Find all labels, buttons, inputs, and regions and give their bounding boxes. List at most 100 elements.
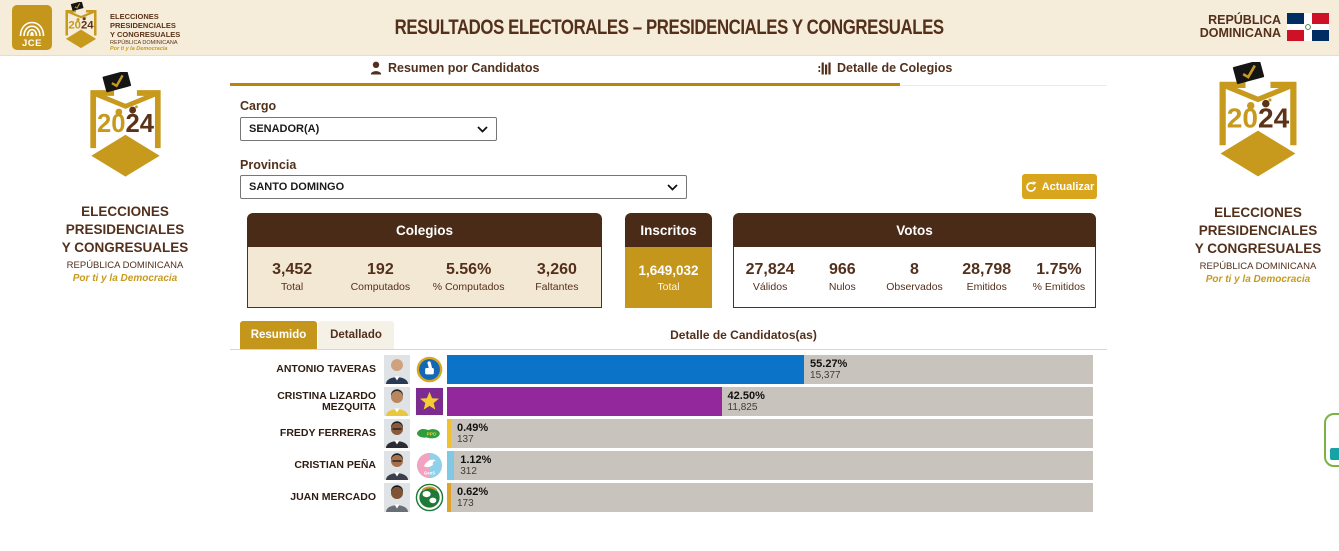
brand-line-2: PRESIDENCIALES xyxy=(110,21,176,30)
provincia-selected-value: SANTO DOMINGO xyxy=(249,181,345,193)
cargo-label: Cargo xyxy=(240,99,277,113)
tab-label: Detalle de Colegios xyxy=(837,61,953,75)
inscritos-panel-body: 1,649,032 Total xyxy=(625,247,712,308)
vote-count: 15,377 xyxy=(810,369,841,381)
candidate-photo xyxy=(384,419,410,448)
brand-country: REPÚBLICA DOMINICANA xyxy=(110,40,178,46)
vote-bar xyxy=(447,355,805,384)
inscritos-total-value: 1,649,032 xyxy=(638,262,699,278)
tab-resumido[interactable]: Resumido xyxy=(240,321,317,349)
inscritos-panel: Inscritos 1,649,032 Total xyxy=(625,213,712,308)
stat-colegios-faltantes: 3,260 Faltantes xyxy=(535,261,579,293)
brand-line-1: ELECCIONES xyxy=(110,12,159,21)
vote-count: 137 xyxy=(457,433,474,445)
svg-text:2024: 2024 xyxy=(68,19,94,31)
candidates-bar-chart: ANTONIO TAVERAS 55.27% 15,377 CRISTINA LIZ… xyxy=(230,355,1093,515)
widget-icon xyxy=(1330,448,1339,460)
person-icon xyxy=(370,61,382,75)
vote-bar-labels: 42.50% 11,825 xyxy=(728,390,765,414)
cargo-select[interactable]: SENADOR(A) xyxy=(240,117,497,141)
svg-text:2024: 2024 xyxy=(96,110,154,138)
vote-bar xyxy=(447,419,451,448)
candidate-row: ANTONIO TAVERAS 55.27% 15,377 xyxy=(230,355,1093,384)
chevron-down-icon xyxy=(667,183,678,191)
vote-bar-track: 0.49% 137 xyxy=(447,419,1093,448)
vote-percentage: 1.12% xyxy=(460,453,492,466)
prm-thumbs-up-logo xyxy=(414,355,444,384)
columns-chart-icon xyxy=(818,62,831,74)
active-tab-underline xyxy=(230,83,900,86)
svg-text:PPD: PPD xyxy=(427,431,437,437)
tab-detalle-de-colegios[interactable]: Detalle de Colegios xyxy=(818,61,952,75)
jce-badge-text: JCE xyxy=(22,38,42,49)
colegios-panel: Colegios 3,452 Total 192 Computados 5.56… xyxy=(247,213,602,308)
country-label: REPÚBLICA DOMINICANA xyxy=(1199,13,1281,40)
candidate-name: ANTONIO TAVERAS xyxy=(276,363,376,375)
vote-bar-track: 0.62% 173 xyxy=(447,483,1093,512)
sidebar-line-2: PRESIDENCIALES xyxy=(1198,223,1318,238)
candidate-photo xyxy=(384,355,410,384)
provincia-label: Provincia xyxy=(240,158,297,172)
stat-votos-pct-emitidos: 1.75% % Emitidos xyxy=(1032,261,1086,293)
candidate-row: CRISTIAN PEÑA GenS 1.12% 312 xyxy=(230,451,1093,480)
sidebar-slogan: Por ti y la Democracia xyxy=(1205,274,1311,285)
page-title: RESULTADOS ELECTORALES – PRESIDENCIALES … xyxy=(394,15,945,39)
pld-star-logo xyxy=(414,387,444,416)
floating-widget-button[interactable] xyxy=(1324,413,1339,467)
refresh-icon xyxy=(1025,180,1037,192)
candidate-photo xyxy=(384,451,410,480)
votos-panel: Votos 27,824 Válidos 966 Nulos 8 Observa… xyxy=(733,213,1096,308)
svg-text:2024: 2024 xyxy=(1227,103,1290,134)
stat-colegios-total: 3,452 Total xyxy=(272,261,313,293)
svg-text:GenS: GenS xyxy=(423,471,434,476)
sidebar-line-1: ELECCIONES xyxy=(1214,205,1302,220)
vote-count: 312 xyxy=(460,465,477,477)
inscritos-panel-title: Inscritos xyxy=(625,213,712,247)
sidebar-line-3: Y CONGRESUALES xyxy=(1194,241,1322,256)
results-view-tabs: Resumido Detallado Detalle de Candidatos… xyxy=(230,321,1107,350)
ballot-box-2024-logo: 2024 xyxy=(78,70,173,194)
brand-line-3: Y CONGRESUALES xyxy=(110,30,181,39)
cargo-selected-value: SENADOR(A) xyxy=(249,123,320,135)
vote-bar-labels: 0.49% 137 xyxy=(457,422,488,446)
candidate-row: CRISTINA LIZARDO MEZQUITA 42.50% 11,825 xyxy=(230,387,1093,416)
candidate-name: CRISTIAN PEÑA xyxy=(294,459,376,471)
actualizar-button[interactable]: Actualizar xyxy=(1022,174,1097,199)
vote-percentage: 0.49% xyxy=(457,421,489,434)
vote-bar-track: 1.12% 312 xyxy=(447,451,1093,480)
left-election-logo-block: 2024 ELECCIONES PRESIDENCIALES Y CONGRES… xyxy=(35,70,215,284)
header-brand-text: ELECCIONES PRESIDENCIALES Y CONGRESUALES… xyxy=(110,12,205,52)
candidate-name: JUAN MERCADO xyxy=(290,491,376,503)
vote-bar xyxy=(447,387,722,416)
vote-bar xyxy=(447,483,451,512)
ppd-island-logo: PPD xyxy=(414,419,444,448)
provincia-select[interactable]: SANTO DOMINGO xyxy=(240,175,687,199)
stat-votos-observados: 8 Observados xyxy=(886,261,943,293)
vote-percentage: 55.27% xyxy=(810,357,848,370)
jce-fingerprint-logo: JCE xyxy=(12,5,52,50)
votos-panel-title: Votos xyxy=(733,213,1096,247)
stat-colegios-computados: 192 Computados xyxy=(350,261,411,293)
vote-percentage: 0.62% xyxy=(457,485,489,498)
chevron-down-icon xyxy=(477,125,488,133)
votos-panel-body: 27,824 Válidos 966 Nulos 8 Observados 28… xyxy=(733,247,1096,308)
stat-votos-validos: 27,824 Válidos xyxy=(745,261,795,293)
actualizar-label: Actualizar xyxy=(1041,180,1095,193)
stat-votos-emitidos: 28,798 Emitidos xyxy=(962,261,1012,293)
sidebar-country: REPÚBLICA DOMINICANA xyxy=(66,260,184,271)
inscritos-total-label: Total xyxy=(657,280,680,293)
tab-detallado[interactable]: Detallado xyxy=(318,321,394,349)
sidebar-line-2: PRESIDENCIALES xyxy=(65,222,185,237)
vote-count: 11,825 xyxy=(727,401,758,413)
stat-votos-nulos: 966 Nulos xyxy=(828,261,856,293)
candidate-row: JUAN MERCADO 0.62% 173 xyxy=(230,483,1093,512)
vote-bar-labels: 1.12% 312 xyxy=(460,454,491,478)
candidates-detail-title: Detalle de Candidatos(as) xyxy=(670,328,817,342)
sidebar-slogan: Por ti y la Democracia xyxy=(72,273,178,284)
candidate-row: FREDY FERRERAS PPD 0.49% 137 xyxy=(230,419,1093,448)
vote-bar xyxy=(447,451,455,480)
tab-label: Resumen por Candidatos xyxy=(388,61,540,75)
tab-resumen-por-candidatos[interactable]: Resumen por Candidatos xyxy=(370,61,539,75)
candidate-name: CRISTINA LIZARDO MEZQUITA xyxy=(277,389,376,413)
